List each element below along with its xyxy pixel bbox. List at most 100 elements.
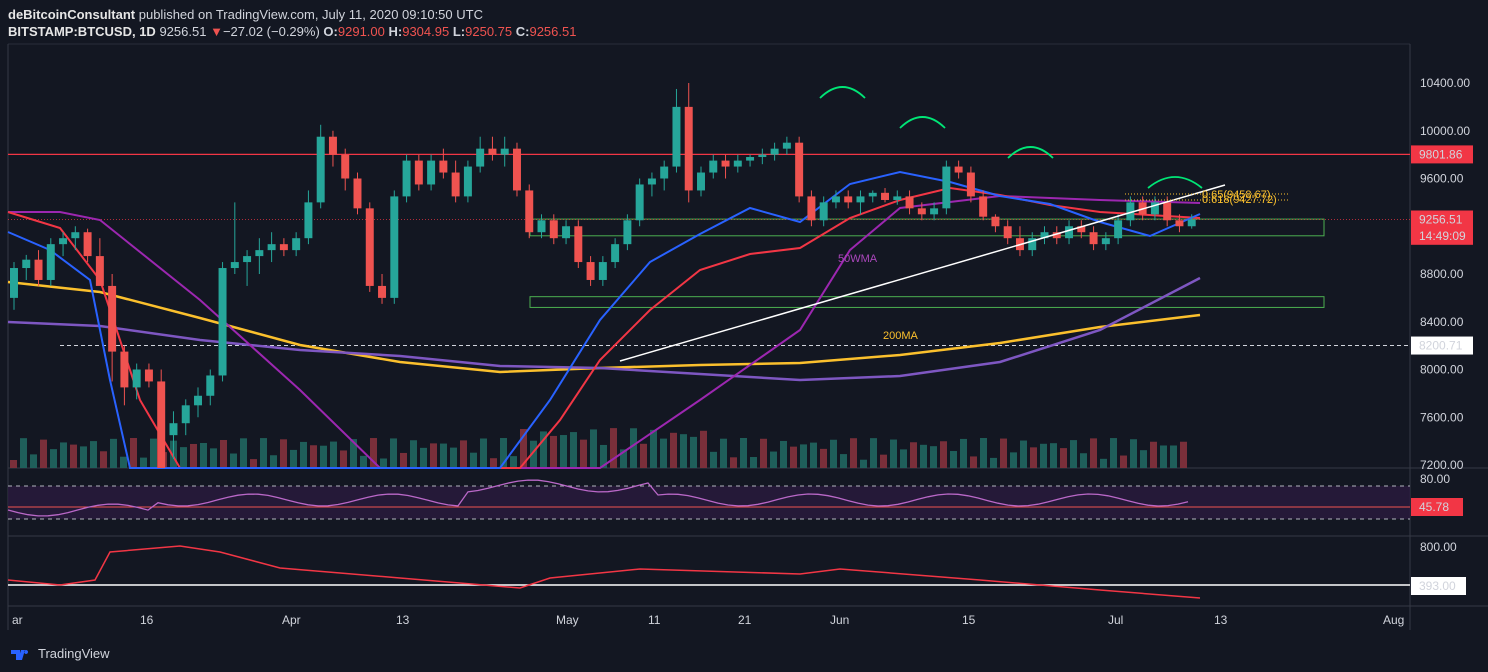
volume-bar — [80, 446, 87, 468]
time-tick-label: Jun — [830, 613, 849, 627]
volume-bar — [220, 439, 227, 468]
candle-body — [782, 142, 791, 149]
rsi-value-label: 45.78 — [1419, 500, 1449, 514]
volume-bar — [1140, 450, 1147, 468]
volume-bar — [250, 459, 257, 468]
brand-name[interactable]: TradingView — [38, 646, 110, 661]
price-change: −27.02 (−0.29%) — [222, 24, 320, 39]
candle-body — [71, 232, 80, 239]
volume-bar — [790, 446, 797, 468]
tradingview-logo-icon[interactable] — [10, 647, 32, 661]
volume-bar — [640, 443, 647, 468]
lower-tick-label: 800.00 — [1420, 540, 1457, 554]
trend-line — [619, 184, 1226, 362]
volume-bar — [420, 447, 427, 468]
volume-bar — [110, 438, 117, 468]
candle-body — [598, 262, 607, 280]
candle-body — [59, 238, 68, 245]
volume-bar — [380, 458, 387, 468]
volume-bar — [740, 438, 747, 468]
candle-body — [574, 226, 583, 263]
annotation-fib-0618: 0.618(9427.72) — [1202, 194, 1277, 206]
candle-body — [647, 178, 656, 185]
volume-bar — [670, 432, 677, 468]
candle-body — [365, 208, 374, 286]
author-name[interactable]: deBitcoinConsultant — [8, 7, 136, 22]
volume-bar — [880, 454, 887, 468]
candle-body — [660, 166, 669, 179]
candle-body — [831, 196, 840, 203]
volume-bar — [260, 438, 267, 468]
volume-bar — [230, 453, 237, 468]
price-label-badge — [1411, 210, 1473, 229]
volume-bar — [340, 450, 347, 468]
low-label: L: — [452, 24, 466, 39]
symbol-label[interactable]: BITSTAMP:BTCUSD, 1D — [8, 24, 156, 39]
volume-bar — [330, 441, 337, 468]
volume-bar — [140, 457, 147, 468]
candle-body — [623, 220, 632, 245]
volume-bar — [1060, 448, 1067, 468]
candle-body — [1163, 202, 1172, 221]
volume-bar — [540, 431, 547, 468]
candle-body — [304, 202, 313, 239]
candle-body — [243, 256, 252, 263]
candle-body — [881, 192, 890, 200]
volume-bar — [480, 438, 487, 468]
volume-bar — [520, 429, 527, 468]
rsi-line — [7, 479, 1189, 517]
volume-bar — [800, 444, 807, 468]
candle-body — [635, 184, 644, 221]
open-label: O: — [323, 24, 338, 39]
candle-body — [292, 238, 301, 251]
peak-arc — [1007, 146, 1054, 159]
candle-body — [316, 136, 325, 203]
price-label-badge — [1411, 336, 1473, 355]
time-tick-label: 15 — [962, 613, 976, 627]
open-value: 9291.00 — [337, 24, 385, 39]
high-label: H: — [388, 24, 403, 39]
price-label-text: 14:49:09 — [1419, 229, 1466, 243]
candle-body — [1089, 232, 1098, 245]
candle-body — [353, 178, 362, 209]
volume-bar — [490, 458, 497, 468]
time-tick-label: May — [556, 613, 579, 627]
peak-arc — [819, 86, 866, 99]
candle-body — [905, 196, 914, 209]
candle-body — [414, 160, 423, 185]
volume-bar — [580, 439, 587, 468]
candle-body — [390, 196, 399, 298]
volume-bar — [130, 438, 137, 468]
volume-bar — [560, 435, 567, 468]
rsi-tick-label: 80.00 — [1420, 472, 1450, 486]
candle-body — [95, 256, 104, 286]
annotation-fib-065: 0.65(9458.67) — [1202, 189, 1271, 201]
volume-bar — [410, 440, 417, 468]
ma-violet-line — [7, 276, 1201, 382]
candle-body — [206, 375, 215, 396]
volume-bar — [10, 460, 17, 468]
volume-bar — [30, 454, 37, 468]
volume-bar — [400, 452, 407, 468]
time-tick-label: Apr — [282, 613, 301, 627]
candle-body — [1028, 238, 1037, 251]
volume-bar — [390, 438, 397, 468]
volume-bar — [470, 452, 477, 468]
close-label: C: — [515, 24, 530, 39]
peak-arc — [899, 116, 946, 129]
candle-body — [562, 226, 571, 239]
candle-body — [758, 154, 767, 158]
ma-blue-line — [7, 170, 1201, 469]
candle-body — [451, 172, 460, 197]
ma-200-line — [7, 280, 1201, 374]
candle-body — [1077, 226, 1086, 233]
volume-bar — [810, 442, 817, 468]
footer: TradingView — [10, 646, 110, 661]
volume-bar — [510, 456, 517, 468]
volume-bar — [50, 449, 57, 468]
lower-level-label: 393.00 — [1419, 579, 1456, 593]
candle-body — [954, 166, 963, 173]
candle-body — [868, 192, 877, 197]
price-tick-label: 10400.00 — [1420, 76, 1470, 90]
